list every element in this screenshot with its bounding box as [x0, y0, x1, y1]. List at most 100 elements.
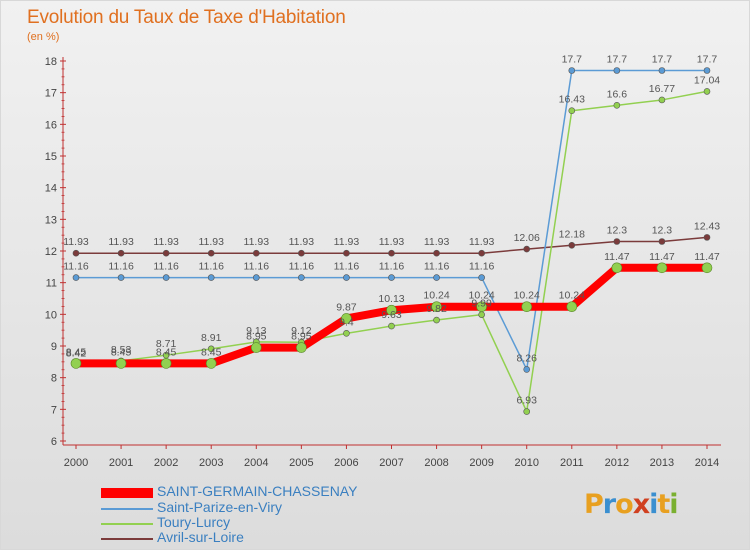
data-label: 11.47	[604, 251, 630, 263]
data-point-2	[703, 88, 711, 95]
data-label: 11.93	[424, 236, 450, 248]
data-point-0	[115, 358, 127, 369]
data-label: 11.93	[108, 236, 134, 248]
data-point-3	[478, 249, 485, 257]
data-label: 11.16	[198, 261, 224, 273]
data-label: 11.16	[108, 261, 134, 273]
x-tick-label: 2010	[514, 457, 538, 469]
legend-label: Toury-Lurcy	[157, 514, 231, 530]
y-tick-label: 9	[51, 341, 57, 353]
data-label: 8.45	[66, 346, 87, 358]
data-point-1	[613, 67, 621, 74]
data-point-0	[656, 262, 668, 274]
y-tick-label: 17	[45, 88, 57, 100]
data-label: 8.45	[156, 346, 177, 358]
data-label: 12.06	[514, 232, 540, 244]
x-tick-label: 2007	[379, 457, 403, 469]
data-point-1	[207, 274, 215, 281]
data-point-3	[162, 249, 170, 257]
data-label: 8.26	[516, 352, 537, 364]
data-label: 9.13	[246, 325, 267, 337]
data-point-0	[341, 313, 352, 324]
x-tick-label: 2004	[244, 457, 268, 469]
data-label: 11.93	[379, 236, 405, 248]
data-point-1	[162, 274, 170, 281]
chart-title: Evolution du Taux de Taxe d'Habitation	[27, 7, 346, 28]
data-point-3	[658, 238, 666, 245]
logo-letter: r	[602, 489, 616, 520]
data-label: 8.42	[66, 347, 87, 359]
data-label: 16.43	[559, 94, 585, 106]
x-tick-label: 2008	[424, 457, 448, 469]
data-point-0	[205, 358, 217, 369]
data-point-3	[613, 238, 621, 245]
data-point-1	[523, 366, 531, 373]
data-point-2	[658, 96, 666, 104]
data-point-3	[117, 249, 125, 257]
data-label: 9.63	[381, 309, 402, 321]
x-tick-label: 2014	[695, 457, 719, 469]
data-point-3	[207, 249, 215, 257]
logo-letter: i	[669, 489, 678, 520]
y-tick-label: 12	[45, 246, 57, 258]
y-tick-label: 18	[45, 56, 57, 68]
data-label: 6.93	[516, 395, 537, 407]
data-label: 10.24	[469, 290, 495, 302]
data-point-3	[388, 249, 395, 257]
data-label: 9.12	[291, 325, 312, 337]
x-tick-label: 2005	[289, 457, 313, 469]
x-tick-label: 2002	[154, 457, 178, 469]
data-label: 11.93	[198, 236, 224, 248]
data-label: 12.18	[559, 228, 585, 240]
data-point-1	[478, 274, 485, 281]
data-label: 11.16	[63, 261, 89, 273]
data-point-2	[207, 345, 215, 353]
data-point-1	[703, 67, 711, 74]
data-point-2	[523, 408, 531, 415]
data-point-0	[566, 301, 578, 313]
data-point-2	[568, 107, 576, 115]
data-label: 9.87	[336, 301, 357, 313]
data-label: 11.93	[334, 236, 360, 248]
data-point-0	[160, 358, 172, 369]
data-point-2	[478, 311, 485, 318]
data-point-0	[70, 358, 82, 369]
x-tick-label: 2000	[64, 457, 88, 469]
logo-letter: t	[657, 489, 670, 520]
data-point-1	[388, 274, 395, 281]
data-label: 10.13	[378, 293, 404, 305]
y-tick-label: 8	[51, 373, 57, 385]
x-tick-label: 2009	[469, 457, 493, 469]
data-label: 11.16	[334, 261, 360, 273]
data-label: 8.45	[111, 346, 132, 358]
data-label: 9.4	[339, 316, 354, 328]
data-label: 11.93	[469, 236, 495, 248]
x-tick-label: 2001	[109, 457, 133, 469]
x-tick-label: 2012	[605, 457, 629, 469]
x-tick-label: 2013	[650, 457, 674, 469]
legend-swatch	[101, 488, 153, 498]
y-tick-label: 6	[51, 436, 57, 448]
logo-letter: x	[632, 489, 650, 520]
data-label: 12.3	[652, 225, 673, 237]
data-label: 10.24	[423, 290, 449, 302]
data-label: 11.47	[649, 251, 675, 263]
legend-swatch	[101, 523, 153, 525]
data-label: 8.45	[201, 346, 222, 358]
data-label: 11.93	[153, 236, 179, 248]
data-label: 8.71	[156, 338, 177, 350]
data-label: 11.16	[244, 261, 270, 273]
data-label: 17.7	[607, 54, 628, 66]
data-label: 11.16	[469, 261, 495, 273]
data-label: 11.16	[153, 261, 179, 273]
data-label: 9.99	[471, 298, 492, 310]
data-label: 8.91	[201, 332, 222, 344]
data-point-0	[701, 262, 713, 274]
data-label: 12.3	[607, 225, 628, 237]
data-point-3	[72, 249, 80, 257]
data-point-3	[523, 245, 531, 253]
x-tick-label: 2011	[560, 457, 584, 469]
data-point-1	[72, 274, 80, 281]
legend-swatch	[101, 508, 153, 510]
